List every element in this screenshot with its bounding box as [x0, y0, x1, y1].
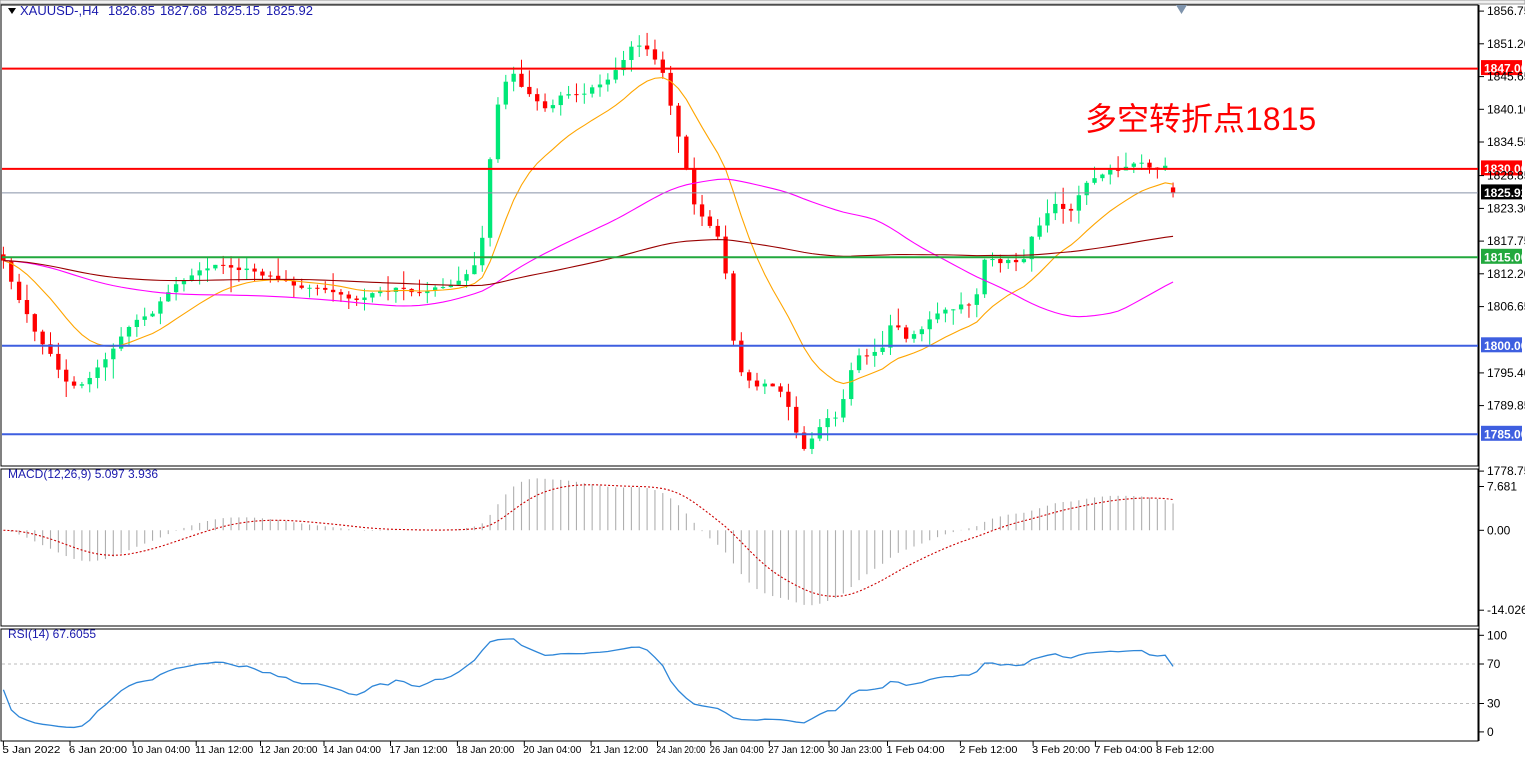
svg-text:1823.30: 1823.30 — [1487, 201, 1525, 215]
svg-text:1806.65: 1806.65 — [1487, 300, 1525, 314]
svg-text:1825.92: 1825.92 — [1484, 186, 1525, 200]
svg-text:12 Jan 20:00: 12 Jan 20:00 — [260, 745, 318, 756]
svg-text:0: 0 — [1487, 725, 1494, 739]
svg-text:-14.026: -14.026 — [1487, 603, 1525, 617]
svg-text:1795.40: 1795.40 — [1487, 366, 1525, 380]
svg-text:11 Jan 12:00: 11 Jan 12:00 — [195, 745, 253, 756]
svg-text:1825.92: 1825.92 — [266, 3, 313, 18]
svg-text:18 Jan 20:00: 18 Jan 20:00 — [456, 745, 514, 756]
svg-text:1812.20: 1812.20 — [1487, 267, 1525, 281]
svg-text:MACD(12,26,9) 5.097 3.936: MACD(12,26,9) 5.097 3.936 — [8, 467, 158, 481]
svg-text:1826.85: 1826.85 — [108, 3, 155, 18]
svg-text:1856.75: 1856.75 — [1487, 4, 1525, 18]
svg-text:1825.15: 1825.15 — [213, 3, 260, 18]
svg-text:100: 100 — [1487, 628, 1507, 642]
svg-text:1789.85: 1789.85 — [1487, 399, 1525, 413]
svg-text:2 Feb 12:00: 2 Feb 12:00 — [959, 745, 1017, 756]
svg-text:0.00: 0.00 — [1487, 523, 1511, 537]
svg-text:1828.85: 1828.85 — [1487, 169, 1525, 183]
svg-text:1834.55: 1834.55 — [1487, 135, 1525, 149]
svg-text:1827.68: 1827.68 — [160, 3, 207, 18]
svg-text:10 Jan 04:00: 10 Jan 04:00 — [132, 745, 190, 756]
svg-text:7.681: 7.681 — [1487, 480, 1517, 494]
svg-text:1851.20: 1851.20 — [1487, 37, 1525, 51]
svg-text:RSI(14) 67.6055: RSI(14) 67.6055 — [8, 627, 96, 641]
svg-text:1815.00: 1815.00 — [1484, 250, 1525, 264]
svg-text:70: 70 — [1487, 657, 1501, 671]
svg-text:8 Feb 12:00: 8 Feb 12:00 — [1156, 745, 1214, 756]
svg-text:1800.00: 1800.00 — [1484, 339, 1525, 353]
svg-text:14 Jan 04:00: 14 Jan 04:00 — [323, 745, 381, 756]
svg-text:5 Jan 2022: 5 Jan 2022 — [2, 745, 60, 756]
svg-text:XAUUSD-,H4: XAUUSD-,H4 — [20, 3, 99, 18]
svg-text:24 Jan 20:00: 24 Jan 20:00 — [657, 745, 706, 756]
svg-text:26 Jan 04:00: 26 Jan 04:00 — [710, 745, 764, 756]
svg-text:30 Jan 23:00: 30 Jan 23:00 — [828, 745, 882, 756]
svg-text:21 Jan 12:00: 21 Jan 12:00 — [590, 745, 648, 756]
svg-text:1 Feb 04:00: 1 Feb 04:00 — [887, 745, 945, 756]
svg-text:1840.10: 1840.10 — [1487, 102, 1525, 116]
svg-text:20 Jan 04:00: 20 Jan 04:00 — [523, 745, 581, 756]
svg-text:1845.65: 1845.65 — [1487, 70, 1525, 84]
svg-text:17 Jan 12:00: 17 Jan 12:00 — [390, 745, 448, 756]
svg-text:1817.75: 1817.75 — [1487, 234, 1525, 248]
svg-text:6 Jan 20:00: 6 Jan 20:00 — [69, 745, 127, 756]
svg-text:27 Jan 12:00: 27 Jan 12:00 — [768, 745, 824, 756]
svg-text:1785.00: 1785.00 — [1484, 427, 1525, 441]
svg-text:3 Feb 20:00: 3 Feb 20:00 — [1032, 745, 1090, 756]
svg-text:1778.75: 1778.75 — [1487, 464, 1525, 478]
svg-text:多空转折点1815: 多空转折点1815 — [1085, 101, 1316, 137]
svg-text:7 Feb 04:00: 7 Feb 04:00 — [1094, 745, 1152, 756]
svg-text:30: 30 — [1487, 697, 1501, 711]
